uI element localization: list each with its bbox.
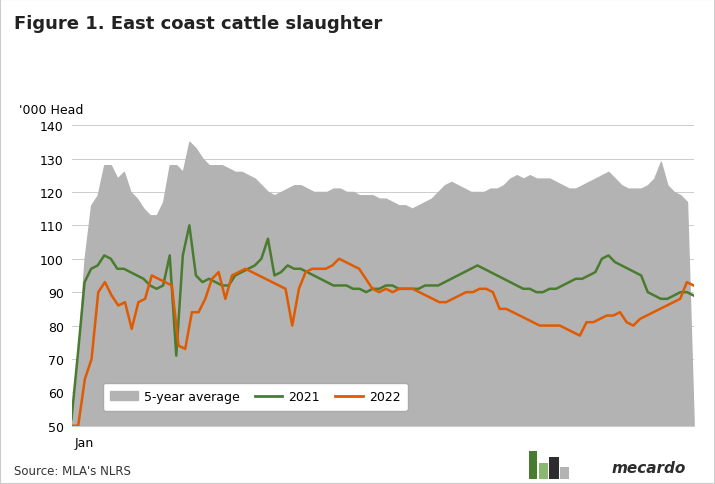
Bar	[550, 457, 559, 479]
Text: Source: MLA's NLRS: Source: MLA's NLRS	[14, 464, 131, 477]
Bar	[561, 467, 569, 479]
Legend: 5-year average, 2021, 2022: 5-year average, 2021, 2022	[103, 383, 408, 411]
Bar	[539, 464, 548, 479]
Text: '000 Head: '000 Head	[19, 104, 83, 117]
Bar	[528, 451, 538, 479]
Text: Figure 1. East coast cattle slaughter: Figure 1. East coast cattle slaughter	[14, 15, 383, 32]
Text: mecardo: mecardo	[611, 460, 686, 474]
